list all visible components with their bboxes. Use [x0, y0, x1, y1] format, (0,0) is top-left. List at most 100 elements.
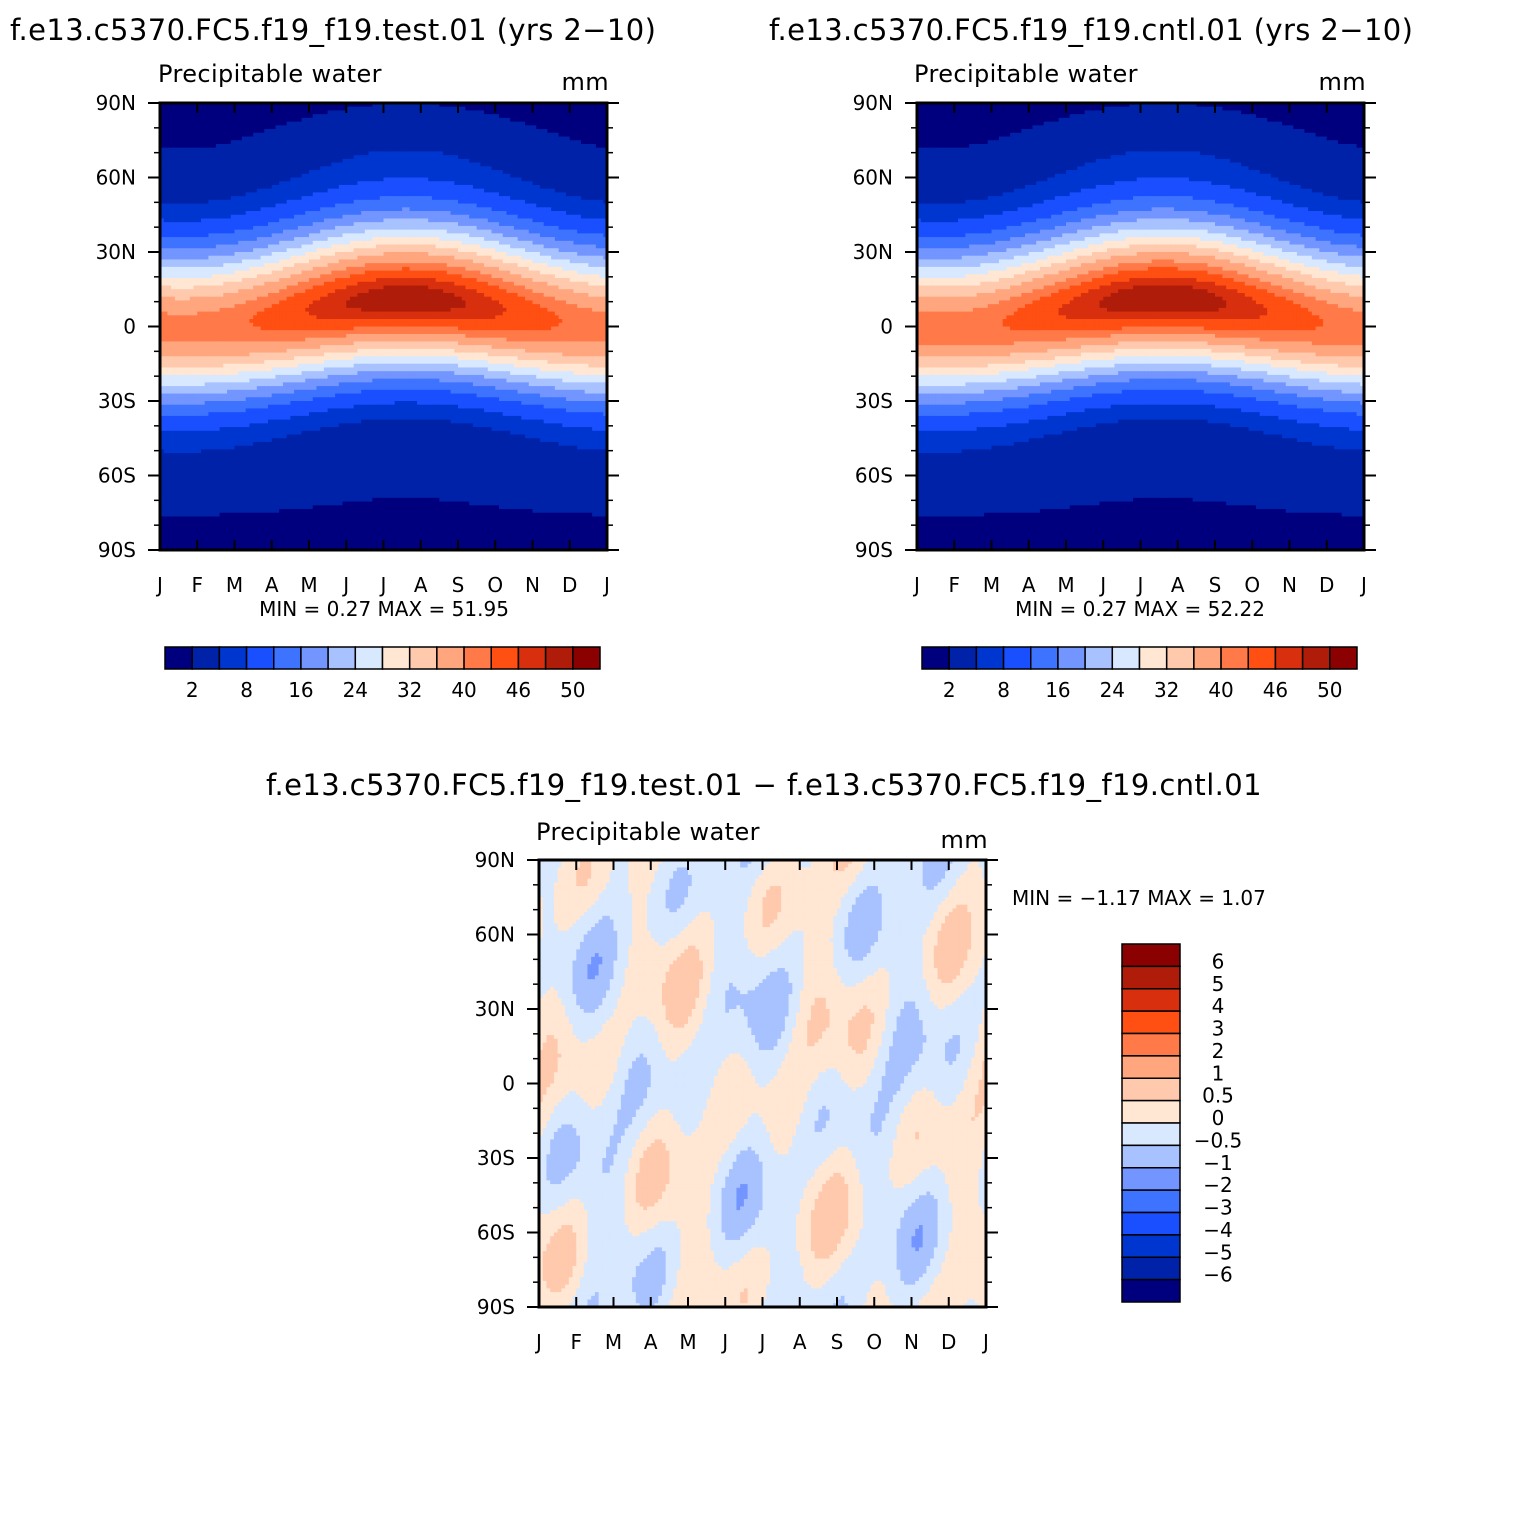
x-tick-label: S: [452, 573, 465, 597]
y-tick-label: 30N: [475, 997, 515, 1021]
colorbar-box: [1121, 943, 1181, 968]
colorbar-label: −4: [1203, 1218, 1232, 1242]
colorbar-box: [1111, 646, 1141, 670]
colorbar-box: [1030, 646, 1059, 670]
y-tick-label: 0: [880, 315, 893, 339]
colorbar-box: [1121, 1099, 1181, 1124]
min-max-label: MIN = −1.17 MAX = 1.07: [1012, 886, 1266, 910]
colorbar-label: 2: [1212, 1039, 1225, 1063]
colorbar-label: 16: [288, 678, 313, 702]
x-tick-label: J: [1359, 573, 1367, 597]
colorbar-box: [517, 646, 547, 670]
colorbar-label: 3: [1212, 1017, 1225, 1041]
x-tick-label: J: [981, 1330, 989, 1354]
panel-test: f.e13.c5370.FC5.f19_f19.test.01 (yrs 2−1…: [10, 13, 656, 702]
y-tick-label: 60N: [853, 166, 893, 190]
y-tick-label: 90S: [477, 1295, 515, 1319]
y-tick-label: 60S: [477, 1221, 515, 1245]
y-tick-label: 30N: [96, 240, 136, 264]
x-tick-label: D: [1319, 573, 1334, 597]
colorbar-box: [408, 646, 438, 670]
x-tick-label: F: [948, 573, 960, 597]
variable-label: Precipitable water: [158, 60, 382, 88]
colorbar-box: [1121, 1144, 1181, 1169]
x-tick-label: A: [1171, 573, 1185, 597]
colorbar-box: [1121, 1278, 1181, 1303]
x-tick-label: M: [226, 573, 243, 597]
x-tick-label: J: [720, 1330, 728, 1354]
panel-title: f.e13.c5370.FC5.f19_f19.cntl.01 (yrs 2−1…: [769, 13, 1413, 47]
colorbar-label: −6: [1203, 1263, 1232, 1287]
colorbar-box: [948, 646, 978, 670]
colorbar-box: [1002, 646, 1032, 670]
variable-label: Precipitable water: [536, 818, 760, 846]
colorbar-box: [381, 646, 411, 670]
colorbar-label: 16: [1045, 678, 1070, 702]
colorbar-box: [164, 646, 193, 670]
panel-control: f.e13.c5370.FC5.f19_f19.cntl.01 (yrs 2−1…: [769, 13, 1413, 702]
colorbar-label: 1: [1212, 1061, 1225, 1085]
y-tick-label: 60N: [96, 166, 136, 190]
y-tick-label: 0: [502, 1072, 515, 1096]
colorbar-box: [1247, 646, 1277, 670]
x-tick-label: A: [644, 1330, 658, 1354]
units-label: mm: [940, 826, 988, 854]
min-max-label: MIN = 0.27 MAX = 51.95: [259, 597, 509, 621]
colorbar-box: [1138, 646, 1168, 670]
x-tick-label: N: [904, 1330, 919, 1354]
x-tick-label: J: [1098, 573, 1106, 597]
colorbar-box: [463, 646, 492, 670]
colorbar-label: 32: [397, 678, 422, 702]
y-tick-label: 60N: [475, 923, 515, 947]
y-tick-label: 30N: [853, 240, 893, 264]
colorbar-box: [1121, 1234, 1181, 1258]
colorbar-label: −2: [1203, 1173, 1232, 1197]
y-tick-label: 90N: [475, 848, 515, 872]
colorbar-box: [1121, 1055, 1181, 1079]
colorbar-box: [1084, 646, 1114, 670]
colorbar-box: [191, 646, 221, 670]
x-tick-label: S: [831, 1330, 844, 1354]
colorbar-box: [1220, 646, 1249, 670]
colorbar-box: [1121, 1256, 1181, 1281]
colorbar-box: [300, 646, 329, 670]
x-tick-label: A: [414, 573, 428, 597]
contour-field: [917, 103, 1365, 551]
colorbar-label: 46: [1263, 678, 1288, 702]
x-tick-label: J: [379, 573, 387, 597]
x-tick-label: D: [941, 1330, 956, 1354]
colorbar-box: [327, 646, 357, 670]
colorbar-box: [273, 646, 302, 670]
x-tick-label: O: [487, 573, 503, 597]
x-tick-label: M: [1057, 573, 1074, 597]
contour-field: [160, 103, 608, 551]
units-label: mm: [1318, 68, 1366, 96]
x-tick-label: J: [341, 573, 349, 597]
x-tick-label: J: [602, 573, 610, 597]
x-tick-label: A: [265, 573, 279, 597]
colorbar-label: 32: [1154, 678, 1179, 702]
colorbar-box: [354, 646, 384, 670]
y-tick-label: 90S: [98, 538, 136, 562]
colorbar-label: 46: [506, 678, 531, 702]
colorbar-box: [1121, 1077, 1181, 1102]
colorbar-box: [245, 646, 275, 670]
colorbar-box: [975, 646, 1005, 670]
colorbar-box: [1057, 646, 1086, 670]
colorbar: 2 8 16 24 32 40 46 50: [921, 646, 1358, 702]
colorbar-box: [921, 646, 950, 670]
colorbar-box: [490, 646, 520, 670]
x-tick-label: J: [155, 573, 163, 597]
colorbar-box: [1121, 1167, 1181, 1191]
x-tick-label: J: [912, 573, 920, 597]
colorbar-box: [1121, 1211, 1181, 1236]
colorbar-label: −5: [1203, 1240, 1232, 1264]
x-tick-label: J: [758, 1330, 766, 1354]
colorbar-label: 24: [343, 678, 368, 702]
y-tick-label: 90N: [96, 91, 136, 115]
colorbar-label: 8: [997, 678, 1010, 702]
